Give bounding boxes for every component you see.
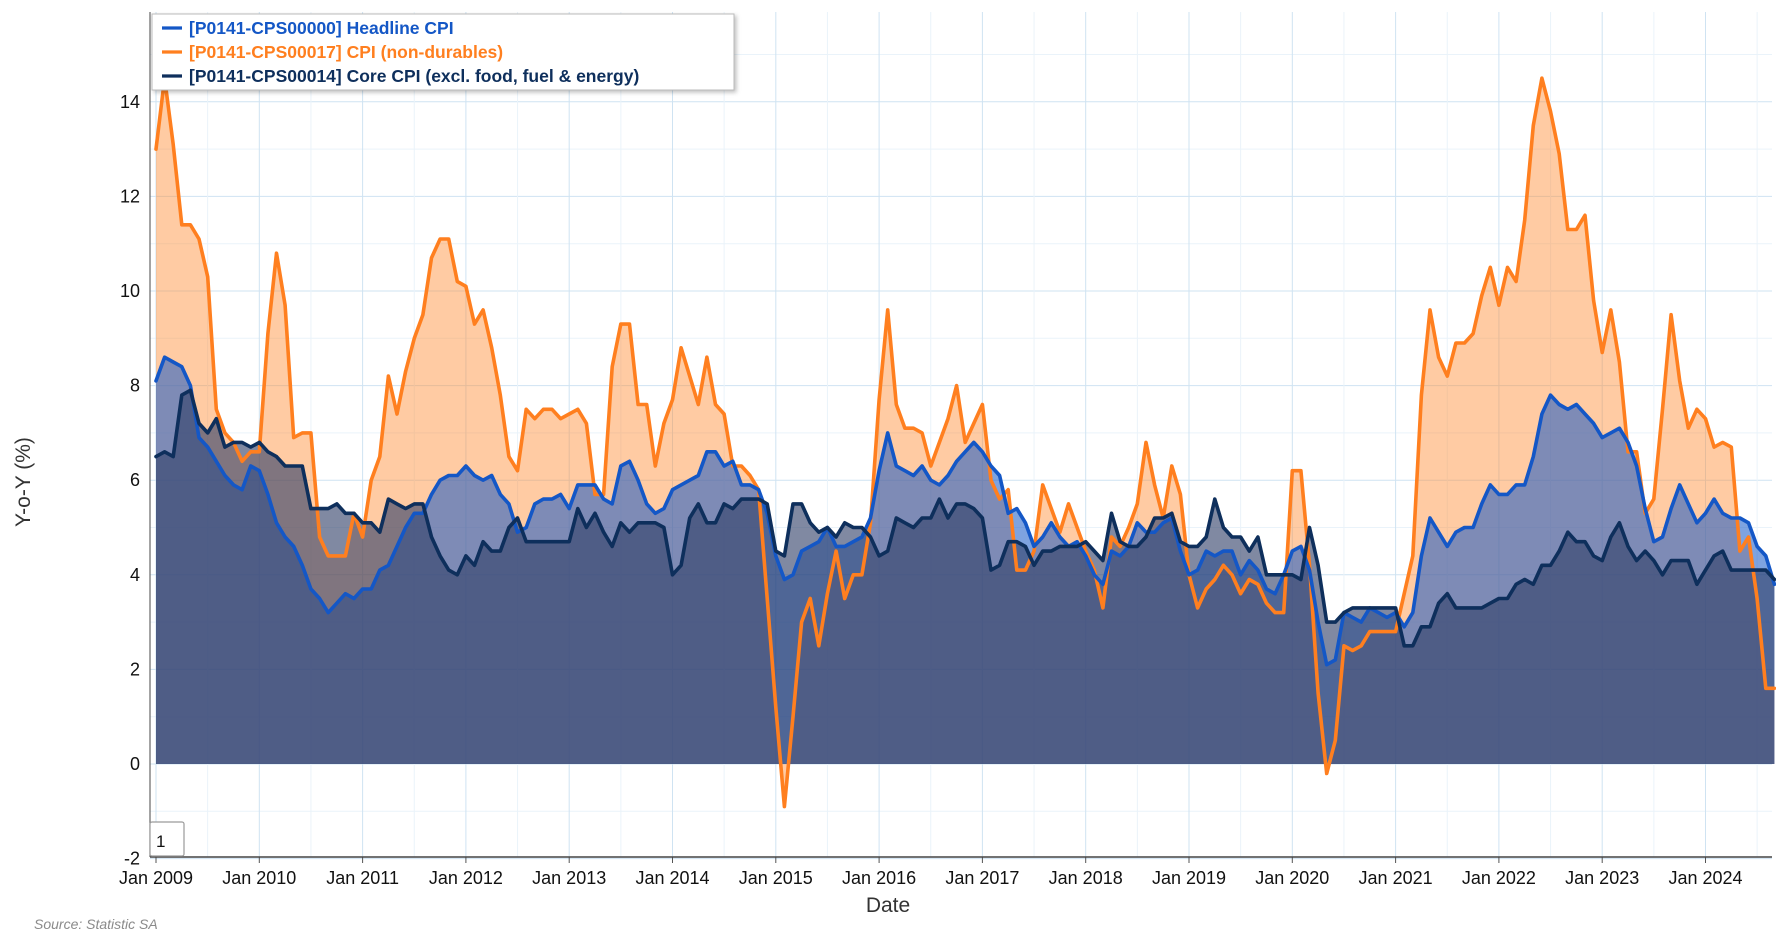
- series-lines: [154, 76, 1776, 809]
- x-tick-label: Jan 2021: [1359, 868, 1433, 888]
- legend-entry[interactable]: [P0141-CPS00017] CPI (non-durables): [189, 42, 503, 62]
- y-tick-labels: -2 0 2 4 6 8 10 12 14: [120, 92, 140, 869]
- x-tick-label: Jan 2017: [945, 868, 1019, 888]
- x-tick-label: Jan 2020: [1255, 868, 1329, 888]
- page-badge-label: 1: [156, 832, 165, 851]
- y-tick-label: 4: [130, 565, 140, 585]
- y-tick-label: 0: [130, 754, 140, 774]
- x-tick-label: Jan 2022: [1462, 868, 1536, 888]
- series-area-2: [156, 390, 1775, 764]
- x-axis-title: Date: [866, 894, 910, 917]
- x-tick-label: Jan 2024: [1668, 868, 1742, 888]
- legend-entry[interactable]: [P0141-CPS00000] Headline CPI: [189, 18, 454, 38]
- legend[interactable]: [P0141-CPS00000] Headline CPI [P0141-CPS0…: [151, 13, 735, 91]
- y-tick-label: 10: [120, 281, 140, 301]
- series-areas: [156, 78, 1775, 807]
- x-tick-label: Jan 2012: [429, 868, 503, 888]
- x-tick-label: Jan 2011: [326, 868, 399, 888]
- x-tick-label: Jan 2013: [532, 868, 606, 888]
- axes: [149, 12, 1772, 863]
- legend-box: [151, 13, 735, 91]
- source-note: Source: Statistic SA: [34, 916, 158, 932]
- x-tick-label: Jan 2016: [842, 868, 916, 888]
- y-tick-label: 14: [120, 92, 140, 112]
- x-tick-label: Jan 2018: [1049, 868, 1123, 888]
- y-tick-label: -2: [124, 849, 140, 869]
- y-tick-label: 6: [130, 470, 140, 490]
- x-tick-label: Jan 2010: [222, 868, 296, 888]
- x-tick-label: Jan 2009: [119, 868, 193, 888]
- y-tick-label: 12: [120, 186, 140, 206]
- x-tick-label: Jan 2015: [739, 868, 813, 888]
- y-tick-label: 8: [130, 376, 140, 396]
- x-tick-labels: Jan 2009 Jan 2010 Jan 2011 Jan 2012 Jan 2013…: [119, 868, 1743, 888]
- x-tick-label: Jan 2019: [1152, 868, 1226, 888]
- y-axis-title: Y-o-Y (%): [12, 437, 35, 527]
- page-badge[interactable]: 1: [149, 821, 185, 857]
- series-line-2[interactable]: [154, 388, 1776, 648]
- legend-entry[interactable]: [P0141-CPS00014] Core CPI (excl. food, f…: [189, 66, 639, 86]
- y-tick-label: 2: [130, 659, 140, 679]
- series-line-0[interactable]: [154, 355, 1776, 667]
- series-line-1[interactable]: [154, 76, 1776, 809]
- x-tick-label: Jan 2023: [1565, 868, 1639, 888]
- x-tick-label: Jan 2014: [635, 868, 709, 888]
